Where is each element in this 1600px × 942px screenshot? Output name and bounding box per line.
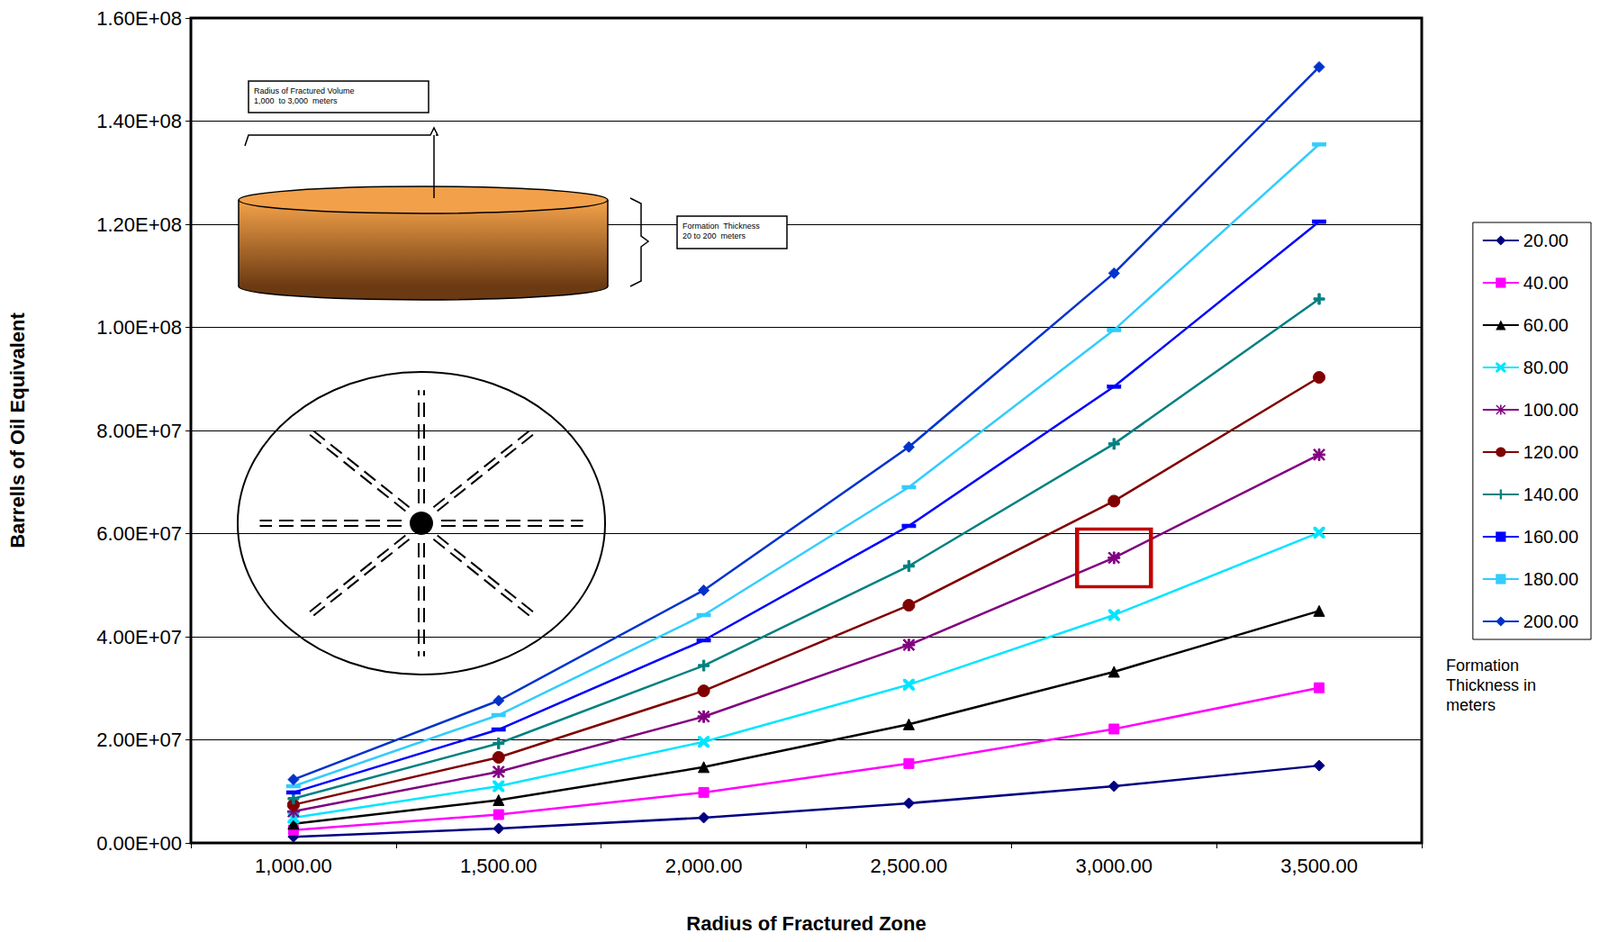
svg-text:0.00E+00: 0.00E+00 (96, 831, 182, 855)
svg-text:160.00: 160.00 (1523, 526, 1579, 547)
svg-text:Barrells of Oil Equivalent: Barrells of Oil Equivalent (6, 312, 29, 549)
svg-text:8.00E+07: 8.00E+07 (96, 419, 182, 443)
svg-text:3,500.00: 3,500.00 (1280, 854, 1358, 877)
svg-text:3,000.00: 3,000.00 (1075, 854, 1153, 877)
svg-text:6.00E+07: 6.00E+07 (96, 522, 182, 545)
svg-text:80.00: 80.00 (1523, 357, 1569, 378)
svg-text:40.00: 40.00 (1523, 272, 1569, 293)
svg-text:4.00E+07: 4.00E+07 (96, 625, 182, 649)
svg-text:meters: meters (1446, 696, 1496, 715)
svg-text:1,000.00: 1,000.00 (254, 854, 333, 877)
svg-text:1.40E+08: 1.40E+08 (96, 109, 182, 133)
svg-text:1,500.00: 1,500.00 (460, 854, 538, 877)
svg-text:1,000 to 3,000 meters: 1,000 to 3,000 meters (253, 96, 338, 106)
svg-text:180.00: 180.00 (1523, 569, 1579, 589)
svg-text:Radius of Fractured Volume: Radius of Fractured Volume (253, 86, 355, 96)
svg-text:2.00E+07: 2.00E+07 (96, 728, 182, 751)
svg-text:200.00: 200.00 (1523, 611, 1579, 632)
svg-text:Formation: Formation (1446, 656, 1519, 675)
svg-text:Radius of Fractured Zone: Radius of Fractured Zone (686, 912, 926, 935)
svg-text:100.00: 100.00 (1523, 399, 1579, 420)
svg-text:2,500.00: 2,500.00 (870, 854, 949, 877)
svg-text:140.00: 140.00 (1523, 484, 1579, 505)
svg-text:120.00: 120.00 (1523, 442, 1579, 462)
svg-text:20.00: 20.00 (1523, 230, 1569, 251)
svg-text:Thickness in: Thickness in (1446, 676, 1537, 695)
svg-text:1.20E+08: 1.20E+08 (96, 213, 182, 236)
svg-text:2,000.00: 2,000.00 (665, 854, 743, 877)
svg-text:1.60E+08: 1.60E+08 (96, 7, 182, 30)
svg-text:60.00: 60.00 (1523, 315, 1569, 335)
svg-text:Formation Thickness: Formation Thickness (682, 221, 760, 231)
svg-text:1.00E+08: 1.00E+08 (96, 316, 182, 339)
svg-text:20 to 200 meters: 20 to 200 meters (682, 231, 747, 241)
